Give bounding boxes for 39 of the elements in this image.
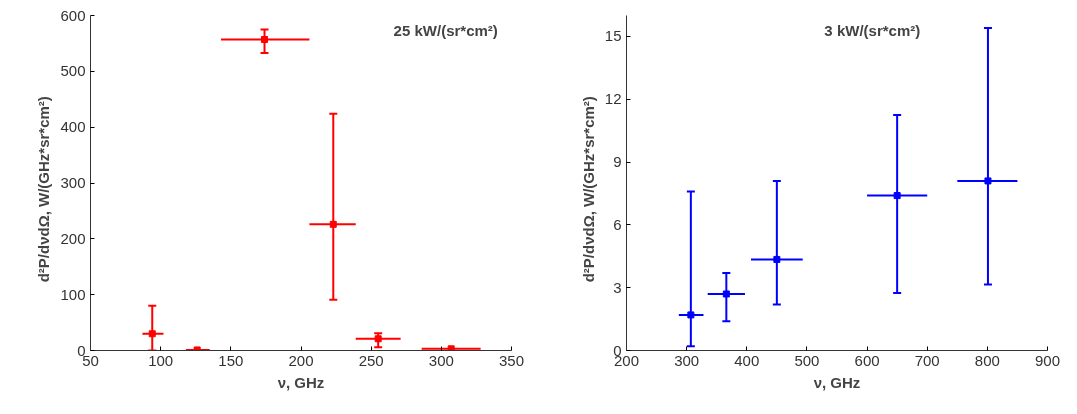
y-tick-label: 6 <box>613 215 622 233</box>
x-tick-label: 700 <box>914 351 940 369</box>
point <box>722 290 730 298</box>
point <box>687 311 695 319</box>
y-axis-title: d²P/dνdΩ, W/(GHz*sr*cm²) <box>579 96 597 283</box>
y-tick-label: 400 <box>60 118 86 136</box>
x-axis-title: ν, GHz <box>813 373 861 391</box>
x-tick-label: 100 <box>148 351 174 369</box>
y-tick-label: 15 <box>604 27 622 45</box>
point <box>447 345 455 351</box>
x-axis-title: ν, GHz <box>277 373 325 391</box>
y-axis-title: d²P/dνdΩ, W/(GHz*sr*cm²) <box>35 96 53 283</box>
y-tick-label: 12 <box>604 90 622 108</box>
point <box>984 177 992 185</box>
x-tick-label: 400 <box>734 351 760 369</box>
x-tick-label: 250 <box>358 351 384 369</box>
y-tick-label: 200 <box>60 229 86 247</box>
x-tick-label: 900 <box>1034 351 1061 369</box>
x-tick-label: 350 <box>498 351 525 369</box>
x-tick-label: 300 <box>428 351 454 369</box>
annotation: 3 kW/(sr*cm²) <box>824 21 921 39</box>
point <box>893 192 901 200</box>
x-tick-label: 200 <box>288 351 314 369</box>
x-tick-label: 500 <box>794 351 820 369</box>
x-tick-label: 300 <box>674 351 700 369</box>
point <box>148 330 156 338</box>
y-tick-label: 3 <box>613 278 622 296</box>
point <box>261 36 269 44</box>
x-tick-label: 150 <box>218 351 244 369</box>
y-tick-label: 100 <box>60 285 86 303</box>
y-tick-label: 300 <box>60 174 86 191</box>
point <box>773 255 781 263</box>
x-tick-label: 600 <box>854 351 880 369</box>
point <box>329 220 337 228</box>
x-tick-label: 800 <box>974 351 1000 369</box>
y-tick-label: 600 <box>60 6 86 24</box>
annotation: 25 kW/(sr*cm²) <box>393 21 498 39</box>
y-tick-label: 500 <box>60 62 86 80</box>
y-tick-label: 9 <box>613 153 622 171</box>
